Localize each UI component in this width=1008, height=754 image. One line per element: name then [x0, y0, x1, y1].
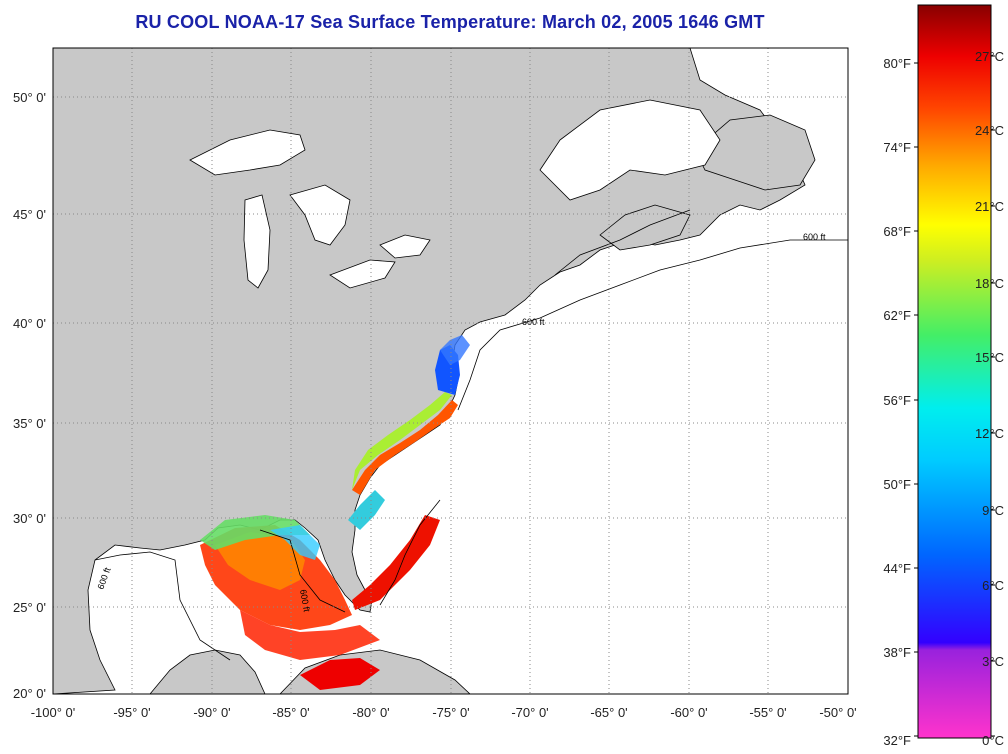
- lon-label: -90° 0': [193, 705, 230, 720]
- sst-data: [200, 335, 470, 690]
- lat-label: 35° 0': [13, 416, 46, 431]
- lat-label: 20° 0': [13, 686, 46, 701]
- lon-label: -75° 0': [432, 705, 469, 720]
- lon-label: -95° 0': [113, 705, 150, 720]
- lon-label: -70° 0': [511, 705, 548, 720]
- fahrenheit-label: 68°F: [883, 224, 911, 239]
- great-lakes: [189, 129, 431, 289]
- contour-600ft: [94, 209, 848, 661]
- fahrenheit-label: 50°F: [883, 477, 911, 492]
- celsius-label: 18°C: [975, 276, 1004, 291]
- lat-label: 45° 0': [13, 207, 46, 222]
- fahrenheit-label: 74°F: [883, 140, 911, 155]
- celsius-label: 9°C: [982, 503, 1004, 518]
- longitude-labels: -100° 0' -95° 0' -90° 0' -85° 0' -80° 0'…: [31, 705, 857, 720]
- land-newfoundland: [694, 114, 816, 191]
- fahrenheit-label: 56°F: [883, 393, 911, 408]
- contour-label: 600 ft: [803, 232, 826, 242]
- lat-label: 25° 0': [13, 600, 46, 615]
- latitude-labels: 50° 0' 45° 0' 40° 0' 35° 0' 30° 0' 25° 0…: [13, 90, 46, 701]
- map-title: RU COOL NOAA-17 Sea Surface Temperature:…: [135, 12, 765, 32]
- celsius-label: 27°C: [975, 49, 1004, 64]
- celsius-label: 0°C: [982, 733, 1004, 748]
- colorbar: [917, 4, 992, 739]
- graticule: [53, 48, 848, 694]
- fahrenheit-label: 32°F: [883, 733, 911, 748]
- celsius-label: 3°C: [982, 654, 1004, 669]
- colorbar-ticks: [914, 55, 995, 737]
- lat-label: 40° 0': [13, 316, 46, 331]
- celsius-label: 12°C: [975, 426, 1004, 441]
- celsius-label: 15°C: [975, 350, 1004, 365]
- fahrenheit-label: 38°F: [883, 645, 911, 660]
- lon-label: -85° 0': [272, 705, 309, 720]
- fahrenheit-label: 62°F: [883, 308, 911, 323]
- colorbar-fahrenheit-labels: 80°F 74°F 68°F 62°F 56°F 50°F 44°F 38°F …: [883, 56, 911, 748]
- celsius-label: 24°C: [975, 123, 1004, 138]
- colorbar-celsius-labels: 27°C 24°C 21°C 18°C 15°C 12°C 9°C 6°C 3°…: [975, 49, 1004, 748]
- lon-label: -100° 0': [31, 705, 76, 720]
- contour-label: 600 ft: [522, 317, 545, 327]
- lon-label: -65° 0': [590, 705, 627, 720]
- gulf-st-lawrence: [539, 99, 721, 201]
- plot-frame: [52, 47, 849, 695]
- lat-label: 50° 0': [13, 90, 46, 105]
- celsius-label: 21°C: [975, 199, 1004, 214]
- lat-label: 30° 0': [13, 511, 46, 526]
- celsius-label: 6°C: [982, 578, 1004, 593]
- lon-label: -80° 0': [352, 705, 389, 720]
- lon-label: -60° 0': [670, 705, 707, 720]
- lon-label: -55° 0': [749, 705, 786, 720]
- lon-label: -50° 0': [819, 705, 856, 720]
- fahrenheit-label: 44°F: [883, 561, 911, 576]
- fahrenheit-label: 80°F: [883, 56, 911, 71]
- contour-label: 600 ft: [298, 589, 312, 613]
- land-yucatan: [149, 649, 266, 694]
